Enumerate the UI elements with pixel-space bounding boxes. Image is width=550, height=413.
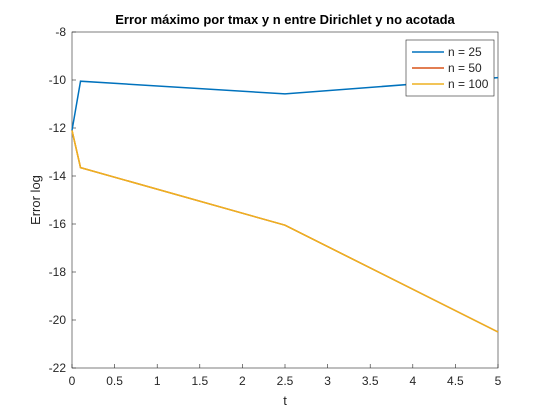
x-tick-label: 3.5 xyxy=(362,374,379,388)
chart-title: Error máximo por tmax y n entre Dirichle… xyxy=(115,12,455,27)
y-tick-label: -12 xyxy=(49,121,67,135)
y-axis-label: Error log xyxy=(28,175,43,225)
series-line xyxy=(71,130,499,333)
y-tick-label: -20 xyxy=(49,313,67,327)
x-tick-label: 1.5 xyxy=(191,374,208,388)
y-tick-label: -10 xyxy=(49,73,67,87)
x-axis-label: t xyxy=(283,393,287,408)
x-tick-label: 2.5 xyxy=(277,374,294,388)
series-line xyxy=(71,76,499,131)
legend-label: n = 25 xyxy=(448,45,482,59)
x-tick-label: 2 xyxy=(239,374,246,388)
x-tick-label: 5 xyxy=(495,374,502,388)
y-tick-label: -8 xyxy=(55,25,66,39)
y-tick-label: -14 xyxy=(49,169,67,183)
x-tick-label: 0 xyxy=(69,374,76,388)
x-tick-label: 4 xyxy=(409,374,416,388)
legend-label: n = 100 xyxy=(448,77,489,91)
y-tick-label: -16 xyxy=(49,217,67,231)
x-tick-label: 4.5 xyxy=(447,374,464,388)
x-tick-label: 1 xyxy=(154,374,161,388)
x-tick-label: 3 xyxy=(324,374,331,388)
y-tick-label: -18 xyxy=(49,265,67,279)
x-tick-label: 0.5 xyxy=(106,374,123,388)
legend-label: n = 50 xyxy=(448,61,482,75)
y-tick-label: -22 xyxy=(49,361,67,375)
